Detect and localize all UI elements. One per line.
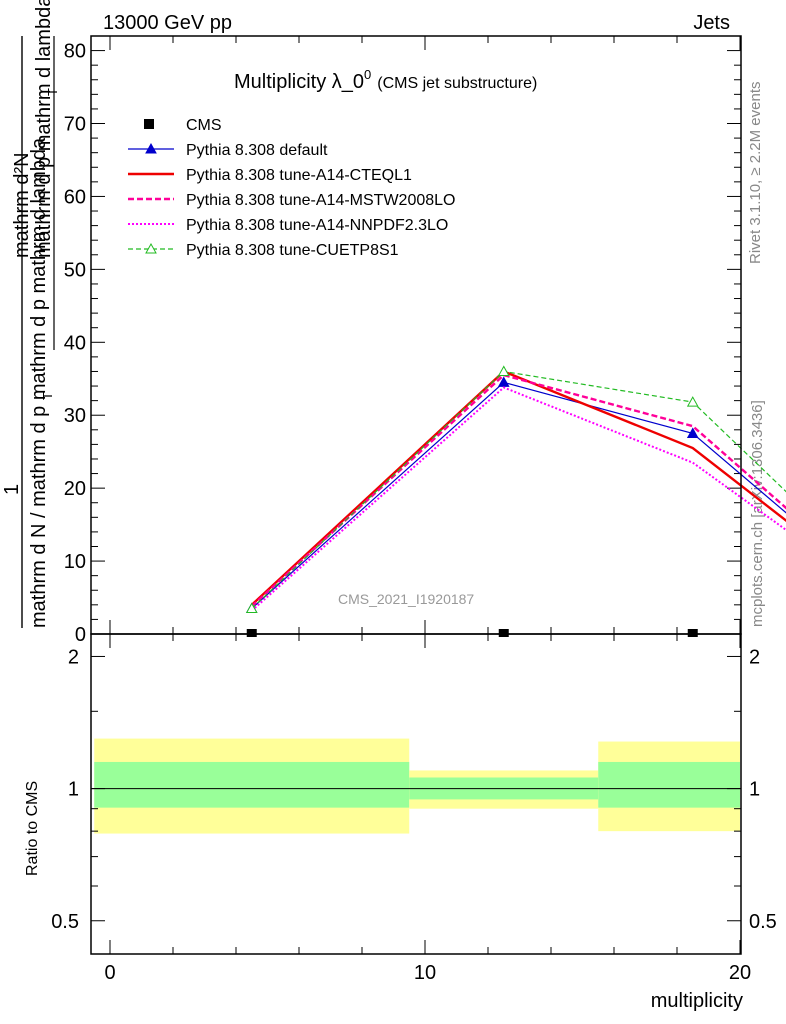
series-point: [497, 365, 510, 376]
ratio-y-tick-label: 0.5: [51, 911, 79, 933]
series-line: [251, 381, 786, 609]
ratio-uncertainty-band-inner: [94, 761, 410, 808]
cms-data-point: [246, 629, 257, 637]
series-line: [251, 386, 786, 612]
x-tick-label: 20: [729, 962, 751, 984]
main-y-tick-label: 70: [64, 114, 86, 136]
legend-label: CMS: [186, 117, 222, 134]
chart-title-suffix: (CMS jet substructure): [377, 75, 537, 92]
header-energy: 13000 GeV pp: [103, 12, 232, 34]
ratio-uncertainty-band-inner: [598, 761, 740, 808]
ratio-y-tick-label: 2: [68, 646, 79, 668]
ylabel-denominator-sub: T: [40, 392, 55, 400]
ratio-frame: [90, 633, 742, 955]
main-y-tick-label: 30: [64, 405, 86, 427]
ylabel-denominator: mathrm d N / mathrm d p mathrm d p mathr…: [28, 137, 50, 628]
chart-title-sup: 0: [364, 67, 371, 82]
watermark: CMS_2021_I1920187: [338, 591, 474, 607]
legend-label: Pythia 8.308 tune-A14-NNPDF2.3LO: [186, 217, 448, 234]
series-point: [686, 396, 699, 407]
main-y-tick-label: 20: [64, 478, 86, 500]
main-y-tick-label: 50: [64, 259, 86, 281]
chart-title: Multiplicity λ_00 (CMS jet substructure): [234, 67, 537, 93]
main-y-tick-label: 0: [75, 624, 86, 646]
legend-marker: [145, 142, 157, 154]
legend-label: Pythia 8.308 tune-CUETP8S1: [186, 242, 399, 259]
ratio-y-tick-label-right: 0.5: [749, 911, 777, 933]
legend-marker: [145, 242, 157, 254]
series-line: [251, 370, 786, 609]
main-y-tick-label: 60: [64, 186, 86, 208]
mcplots-label: mcplots.cern.ch [arXiv:1306.3436]: [749, 400, 766, 627]
rivet-version-label: Rivet 3.1.10, ≥ 2.2M events: [747, 82, 764, 265]
main-y-tick-label: 80: [64, 41, 86, 63]
ratio-y-tick-label: 1: [68, 779, 79, 801]
ylabel-numerator-sub: T: [45, 88, 60, 96]
legend-label: Pythia 8.308 default: [186, 142, 328, 159]
ylabel-one: 1: [1, 484, 23, 495]
ratio-y-tick-label-right: 2: [749, 646, 760, 668]
main-y-tick-label: 10: [64, 551, 86, 573]
cms-data-point: [498, 629, 509, 637]
series-point: [686, 427, 699, 438]
main-y-axis: 0 10 20 30 40 50 60 70 80: [64, 41, 741, 646]
series-point: [245, 602, 258, 613]
ratio-y-tick-label-right: 1: [749, 779, 760, 801]
legend-label: Pythia 8.308 tune-A14-MSTW2008LO: [186, 192, 455, 209]
main-series-layer: [245, 365, 786, 637]
x-tick-label: 0: [104, 962, 115, 984]
legend-marker-cms: [144, 119, 154, 129]
ratio-bands: [94, 738, 740, 834]
series-line: [250, 373, 786, 608]
cms-data-point: [687, 629, 698, 637]
legend-label: Pythia 8.308 tune-A14-CTEQL1: [186, 167, 412, 184]
header-process: Jets: [693, 12, 730, 34]
ylabel-numerator-line2: mathrm d p mathrm d lambda: [33, 0, 55, 258]
series-point: [497, 376, 510, 387]
main-y-tick-label: 40: [64, 332, 86, 354]
ratio-y-axis-label: Ratio to CMS: [24, 781, 41, 876]
legend: CMS Pythia 8.308 default Pythia 8.308 tune…: [128, 117, 455, 259]
main-y-axis-label: mathrm d²N mathrm d p mathrm d lambda T …: [1, 0, 60, 628]
x-tick-label: 10: [414, 962, 436, 984]
main-x-ticks: [109, 36, 741, 634]
chart-title-main: Multiplicity λ_0: [234, 71, 364, 93]
series-line: [250, 370, 786, 606]
x-axis-label: multiplicity: [651, 990, 743, 1012]
main-plot-panel: 0 10 20 30 40 50 60 70 80 CMS_2021_I1920187 Mult…: [64, 35, 786, 646]
